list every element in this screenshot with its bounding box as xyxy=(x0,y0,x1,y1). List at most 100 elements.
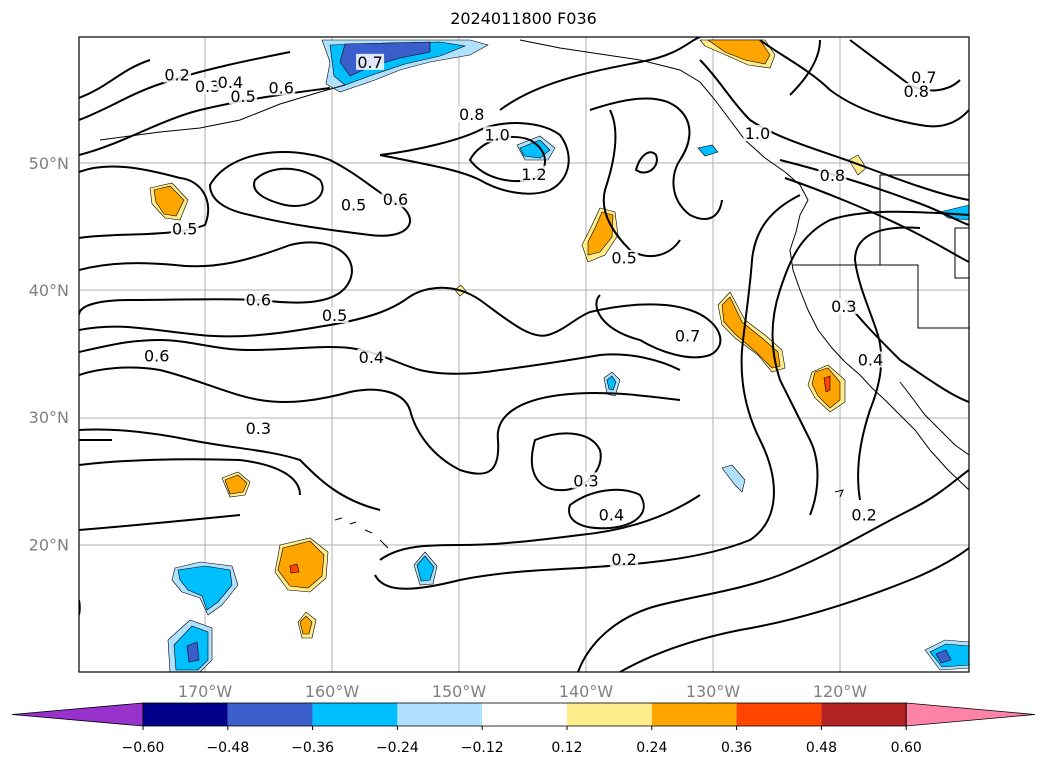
contour-line xyxy=(79,241,353,316)
latitude-axis: 50°N 40°N 30°N 20°N xyxy=(29,154,69,555)
positive-patch-hawaii-west-core xyxy=(289,563,300,574)
colorbar-segment xyxy=(736,703,822,726)
colorbar-extend-min xyxy=(11,702,144,727)
contour-value-label: 0.6 xyxy=(383,190,408,209)
colorbar-tick-label: −0.36 xyxy=(291,740,334,756)
contour-label-background xyxy=(339,196,368,213)
contour-value-label: 0.4 xyxy=(599,506,624,525)
contour-label-background xyxy=(572,472,600,489)
contour-label-background xyxy=(357,348,386,365)
contour-value-label: 0.4 xyxy=(218,73,243,92)
contour-value-label: 0.3 xyxy=(573,471,598,490)
lat-tick-label: 20°N xyxy=(29,535,69,554)
filled-patches xyxy=(149,39,969,672)
contour-line xyxy=(619,547,969,672)
guadalupe-island xyxy=(834,489,844,498)
colorbar-outline xyxy=(142,702,907,727)
negative-patch-sw-bottom-core xyxy=(186,641,200,663)
contour-line xyxy=(568,488,645,530)
negative-patch-se-core xyxy=(935,649,952,664)
contour-line xyxy=(208,151,411,237)
colorbar-tick-label: 0.48 xyxy=(806,740,837,756)
lon-tick-label: 120°W xyxy=(813,682,868,701)
negative-patch-ne-small xyxy=(697,144,719,157)
colorbar-tick-label: −0.60 xyxy=(122,740,165,756)
contour-label-background xyxy=(856,351,885,368)
contour-value-label: 0.6 xyxy=(268,78,293,97)
contour-label-background xyxy=(743,125,772,142)
map-content: 0.20.30.40.5 0.60.70.81.01.20.5 0.60.50.60… xyxy=(79,37,969,672)
contour-value-label: 0.5 xyxy=(172,219,197,238)
contour-value-label: 0.5 xyxy=(230,87,255,106)
colorbar-segment xyxy=(567,703,652,726)
colorbar-tick-label: 0.60 xyxy=(891,740,922,756)
contour-line xyxy=(771,210,969,516)
contour-label-background xyxy=(902,83,931,100)
contour-label-background xyxy=(818,167,847,184)
state-borders xyxy=(879,175,969,329)
contour-label-background xyxy=(610,551,639,568)
contour-labels: 0.20.30.40.5 0.60.70.81.01.20.5 0.60.50.60… xyxy=(142,53,938,569)
contour-value-label: 0.3 xyxy=(831,297,856,316)
lon-tick-label: 130°W xyxy=(686,682,741,701)
contour-value-label: 1.0 xyxy=(745,124,770,143)
contour-label-background xyxy=(673,327,702,344)
positive-patch-central-inner xyxy=(587,211,614,256)
contour-label-background xyxy=(610,249,639,266)
contour-value-label: 0.7 xyxy=(675,326,700,345)
contour-line xyxy=(844,299,969,403)
negative-patch-sw-inner xyxy=(177,565,233,611)
mexico-coast xyxy=(899,381,969,456)
contour-label-background xyxy=(850,506,879,523)
colorbar-segment xyxy=(482,703,567,726)
contour-line xyxy=(79,428,381,511)
colorbar-segment xyxy=(312,703,398,726)
colorbar-extend-max xyxy=(905,702,1036,727)
contour-label-background xyxy=(244,291,273,308)
contour-line xyxy=(379,494,701,561)
north-american-coast xyxy=(519,39,969,491)
contour-value-label: 0.3 xyxy=(195,77,220,96)
contour-label-background xyxy=(216,74,245,91)
contour-line xyxy=(79,366,681,475)
contour-line xyxy=(79,286,722,359)
contour-value-label: 0.4 xyxy=(858,351,883,370)
positive-patch-coast-core xyxy=(823,375,831,393)
longitude-axis: 170°W 160°W 150°W 140°W 130°W 120°W xyxy=(178,682,868,701)
contour-line xyxy=(759,39,969,128)
colorbar-segment xyxy=(227,703,313,726)
contour-label-background xyxy=(909,69,938,86)
contour-label-background xyxy=(381,191,410,208)
contour-value-label: 0.7 xyxy=(357,53,382,72)
colorbar-tick-label: 0.36 xyxy=(721,740,752,756)
contour-label-background xyxy=(170,220,199,237)
positive-patch-hawaii-west-inner xyxy=(277,540,325,589)
contour-line xyxy=(79,514,241,531)
colorbar-segment xyxy=(821,703,907,726)
colorbar-tick-label: −0.12 xyxy=(461,740,504,756)
hawaiian-islands xyxy=(334,517,389,549)
colorbar-segment xyxy=(143,703,228,726)
lon-tick-label: 150°W xyxy=(432,682,487,701)
contour-value-label: 0.5 xyxy=(611,249,636,268)
colorbar-tick-label: 0.24 xyxy=(636,740,667,756)
contour-line xyxy=(499,37,701,111)
negative-patch-hawaii-east-inner xyxy=(416,555,435,582)
contour-line xyxy=(79,458,301,496)
contour-value-label: 1.2 xyxy=(521,165,546,184)
contour-line xyxy=(253,167,324,207)
positive-patch-south-inner xyxy=(299,615,313,635)
lon-tick-label: 140°W xyxy=(559,682,614,701)
lon-tick-label: 160°W xyxy=(305,682,360,701)
colorbar-tick-label: −0.48 xyxy=(206,740,249,756)
contour-label-background xyxy=(519,165,548,182)
contour-value-label: 1.0 xyxy=(484,125,509,144)
negative-patch-east-small xyxy=(721,464,746,493)
contour-label-background xyxy=(320,306,349,323)
map-frame xyxy=(78,36,970,673)
contour-lines xyxy=(79,37,969,672)
colorbar-tick-label: −0.24 xyxy=(376,740,419,756)
colorbar-segment xyxy=(651,703,737,726)
positive-patch-sw-inner xyxy=(224,474,248,495)
